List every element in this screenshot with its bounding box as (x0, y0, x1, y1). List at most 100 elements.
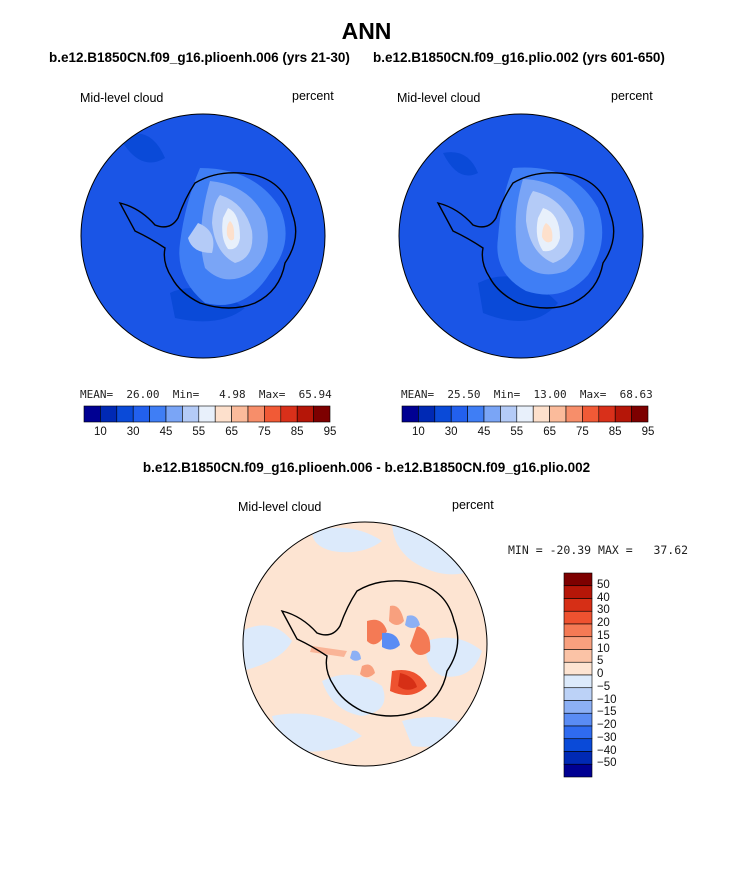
diff-panel-variable-label: Mid-level cloud (238, 500, 322, 514)
colorbar-swatch (100, 405, 118, 423)
colorbar-swatch (418, 405, 436, 423)
left-panel-title: b.e12.B1850CN.f09_g16.plioenh.006 (yrs 2… (49, 50, 350, 65)
diff-panel-colorbar (563, 572, 593, 778)
antarctica-coastline (436, 172, 615, 309)
page-title: ANN (341, 18, 392, 44)
colorbar-swatch (132, 405, 150, 423)
colorbar-swatch (182, 405, 200, 423)
colorbar-tick-label: 95 (641, 426, 655, 438)
colorbar-swatch (582, 405, 600, 423)
colorbar-swatch (83, 405, 101, 423)
colorbar-swatch (563, 687, 593, 701)
colorbar-tick-label: −30 (597, 731, 617, 744)
colorbar-swatch (500, 405, 518, 423)
colorbar-swatch (264, 405, 282, 423)
diff-panel-units-label: percent (452, 498, 494, 512)
colorbar-swatch (563, 738, 593, 752)
colorbar-swatch (563, 763, 593, 778)
difference-panel-title: b.e12.B1850CN.f09_g16.plioenh.006 - b.e1… (142, 460, 591, 475)
colorbar-swatch (467, 405, 485, 423)
colorbar-tick-label: 85 (290, 426, 304, 438)
antarctica-coastline (118, 172, 297, 309)
diff-panel-map (242, 521, 488, 767)
colorbar-swatch (214, 405, 232, 423)
colorbar-tick-label: 55 (192, 426, 206, 438)
colorbar-swatch (563, 598, 593, 612)
left-panel-colorbar (83, 405, 331, 423)
left-panel-units-label: percent (292, 89, 334, 103)
antarctica-coastline (280, 580, 459, 717)
colorbar-tick-label: 40 (597, 591, 610, 604)
colorbar-swatch (247, 405, 265, 423)
colorbar-swatch (450, 405, 468, 423)
colorbar-swatch (563, 610, 593, 625)
colorbar-tick-label: 65 (543, 426, 556, 438)
colorbar-tick-label: −15 (597, 706, 617, 719)
colorbar-swatch (116, 405, 134, 423)
colorbar-swatch (296, 405, 314, 423)
colorbar-tick-label: 15 (597, 629, 610, 642)
colorbar-swatch (614, 405, 632, 423)
right-panel-title: b.e12.B1850CN.f09_g16.plio.002 (yrs 601-… (373, 50, 665, 65)
right-panel-map (398, 113, 644, 359)
colorbar-swatch (565, 405, 583, 423)
colorbar-swatch (313, 405, 331, 423)
map-border (398, 113, 644, 359)
colorbar-tick-label: −10 (597, 693, 617, 706)
map-border (80, 113, 326, 359)
colorbar-tick-label: 5 (597, 655, 604, 668)
colorbar-tick-label: −20 (597, 719, 617, 731)
colorbar-tick-label: 10 (411, 426, 425, 438)
colorbar-tick-label: 30 (126, 426, 140, 438)
colorbar-swatch (563, 712, 593, 727)
colorbar-swatch (598, 405, 616, 423)
colorbar-swatch (563, 649, 593, 663)
colorbar-swatch (231, 405, 249, 423)
colorbar-swatch (563, 725, 593, 740)
colorbar-swatch (165, 405, 183, 423)
colorbar-swatch (549, 405, 567, 423)
colorbar-swatch (563, 636, 593, 650)
colorbar-tick-label: 95 (323, 426, 337, 438)
colorbar-tick-label: 75 (575, 426, 589, 438)
colorbar-swatch (401, 405, 419, 423)
colorbar-tick-label: 55 (510, 426, 524, 438)
colorbar-swatch (280, 405, 298, 423)
left-panel-map (80, 113, 326, 359)
colorbar-tick-label: 30 (444, 426, 458, 438)
colorbar-swatch (434, 405, 452, 423)
colorbar-swatch (532, 405, 550, 423)
left-panel-variable-label: Mid-level cloud (80, 91, 164, 105)
left-panel-stats: MEAN= 26.00 Min= 4.98 Max= 65.94 (80, 388, 332, 401)
colorbar-tick-label: 10 (93, 426, 107, 438)
colorbar-swatch (563, 674, 593, 689)
colorbar-tick-label: 50 (597, 578, 610, 591)
colorbar-tick-label: 20 (597, 617, 610, 629)
colorbar-tick-label: 30 (597, 604, 610, 617)
colorbar-swatch (631, 405, 649, 423)
colorbar-tick-label: −40 (597, 744, 617, 757)
map-border (242, 521, 488, 767)
colorbar-tick-label: 75 (257, 426, 271, 438)
right-panel-stats: MEAN= 25.50 Min= 13.00 Max= 68.63 (401, 388, 653, 401)
colorbar-swatch (563, 572, 593, 587)
colorbar-swatch (563, 700, 593, 714)
colorbar-tick-label: 85 (608, 426, 622, 438)
colorbar-tick-label: 0 (597, 668, 604, 680)
colorbar-swatch (516, 405, 534, 423)
colorbar-tick-label: 45 (477, 426, 491, 438)
colorbar-swatch (563, 751, 593, 765)
colorbar-swatch (198, 405, 216, 423)
right-panel-units-label: percent (611, 89, 653, 103)
right-panel-colorbar (401, 405, 649, 423)
diff-panel-stats: MIN = -20.39 MAX = 37.62 (508, 543, 689, 557)
colorbar-swatch (563, 585, 593, 599)
colorbar-swatch (483, 405, 501, 423)
colorbar-tick-label: −50 (597, 757, 617, 770)
colorbar-swatch (563, 623, 593, 638)
colorbar-tick-label: 10 (597, 642, 610, 655)
colorbar-tick-label: 45 (159, 426, 173, 438)
colorbar-tick-label: 65 (225, 426, 238, 438)
colorbar-swatch (149, 405, 167, 423)
colorbar-swatch (563, 661, 593, 676)
